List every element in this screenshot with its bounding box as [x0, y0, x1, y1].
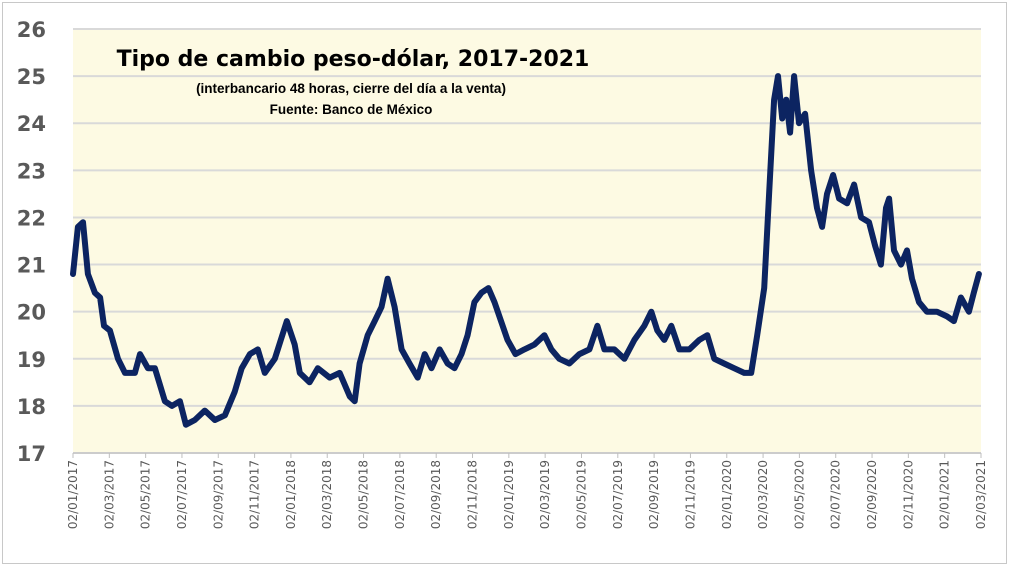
y-tick-label: 19: [17, 348, 46, 372]
x-tick-label: 02/09/2019: [647, 460, 661, 529]
chart-title: Tipo de cambio peso-dólar, 2017-2021: [117, 47, 590, 72]
x-tick-label: 02/11/2018: [466, 460, 480, 529]
x-tick-label: 02/03/2020: [756, 460, 770, 529]
y-axis: 17 18 19 20 21 22 23 24 25 26: [17, 18, 46, 466]
x-tick-label: 02/07/2018: [393, 460, 407, 529]
y-tick-label: 25: [17, 65, 46, 89]
x-tick-label: 02/09/2018: [429, 460, 443, 529]
x-tick-label: 02/01/2018: [284, 460, 298, 529]
series-line: [70, 73, 982, 428]
x-axis: 02/01/2017 02/03/2017 02/05/2017 02/07/2017…: [66, 452, 988, 529]
x-tick-label: 02/01/2021: [938, 460, 952, 529]
y-tick-label: 26: [17, 18, 46, 42]
x-tick-label: 02/01/2019: [502, 460, 516, 529]
x-tick-label: 02/11/2020: [901, 460, 915, 529]
y-tick-label: 23: [17, 159, 46, 183]
gridlines: [73, 28, 981, 454]
x-tick-label: 02/05/2018: [357, 460, 371, 529]
y-tick-label: 21: [17, 254, 46, 278]
x-tick-label: 02/03/2019: [538, 460, 552, 529]
y-tick-label: 17: [17, 442, 46, 466]
y-tick-label: 24: [17, 112, 46, 136]
x-tick-label: 02/11/2019: [683, 460, 697, 529]
x-tick-label: 02/05/2019: [574, 460, 588, 529]
plot-area: [73, 29, 981, 453]
y-tick-label: 18: [17, 395, 46, 419]
x-tick-label: 02/03/2018: [320, 460, 334, 529]
x-tick-label: 02/07/2019: [611, 460, 625, 529]
x-tick-label: 02/07/2017: [175, 460, 189, 529]
x-tick-label: 02/11/2017: [248, 460, 262, 529]
x-tick-label: 02/07/2020: [829, 460, 843, 529]
chart-subtitle: (interbancario 48 horas, cierre del día …: [196, 81, 506, 96]
x-tick-label: 02/09/2020: [865, 460, 879, 529]
x-tick-label: 02/01/2017: [66, 460, 80, 529]
x-tick-label: 02/01/2020: [720, 460, 734, 529]
x-tick-label: 02/05/2020: [792, 460, 806, 529]
x-tick-label: 02/03/2021: [974, 460, 988, 529]
x-tick-label: 02/05/2017: [139, 460, 153, 529]
y-tick-label: 22: [17, 206, 46, 230]
x-tick-label: 02/03/2017: [102, 460, 116, 529]
y-tick-label: 20: [17, 301, 46, 325]
chart-source: Fuente: Banco de México: [270, 102, 433, 117]
x-tick-label: 02/09/2017: [211, 460, 225, 529]
